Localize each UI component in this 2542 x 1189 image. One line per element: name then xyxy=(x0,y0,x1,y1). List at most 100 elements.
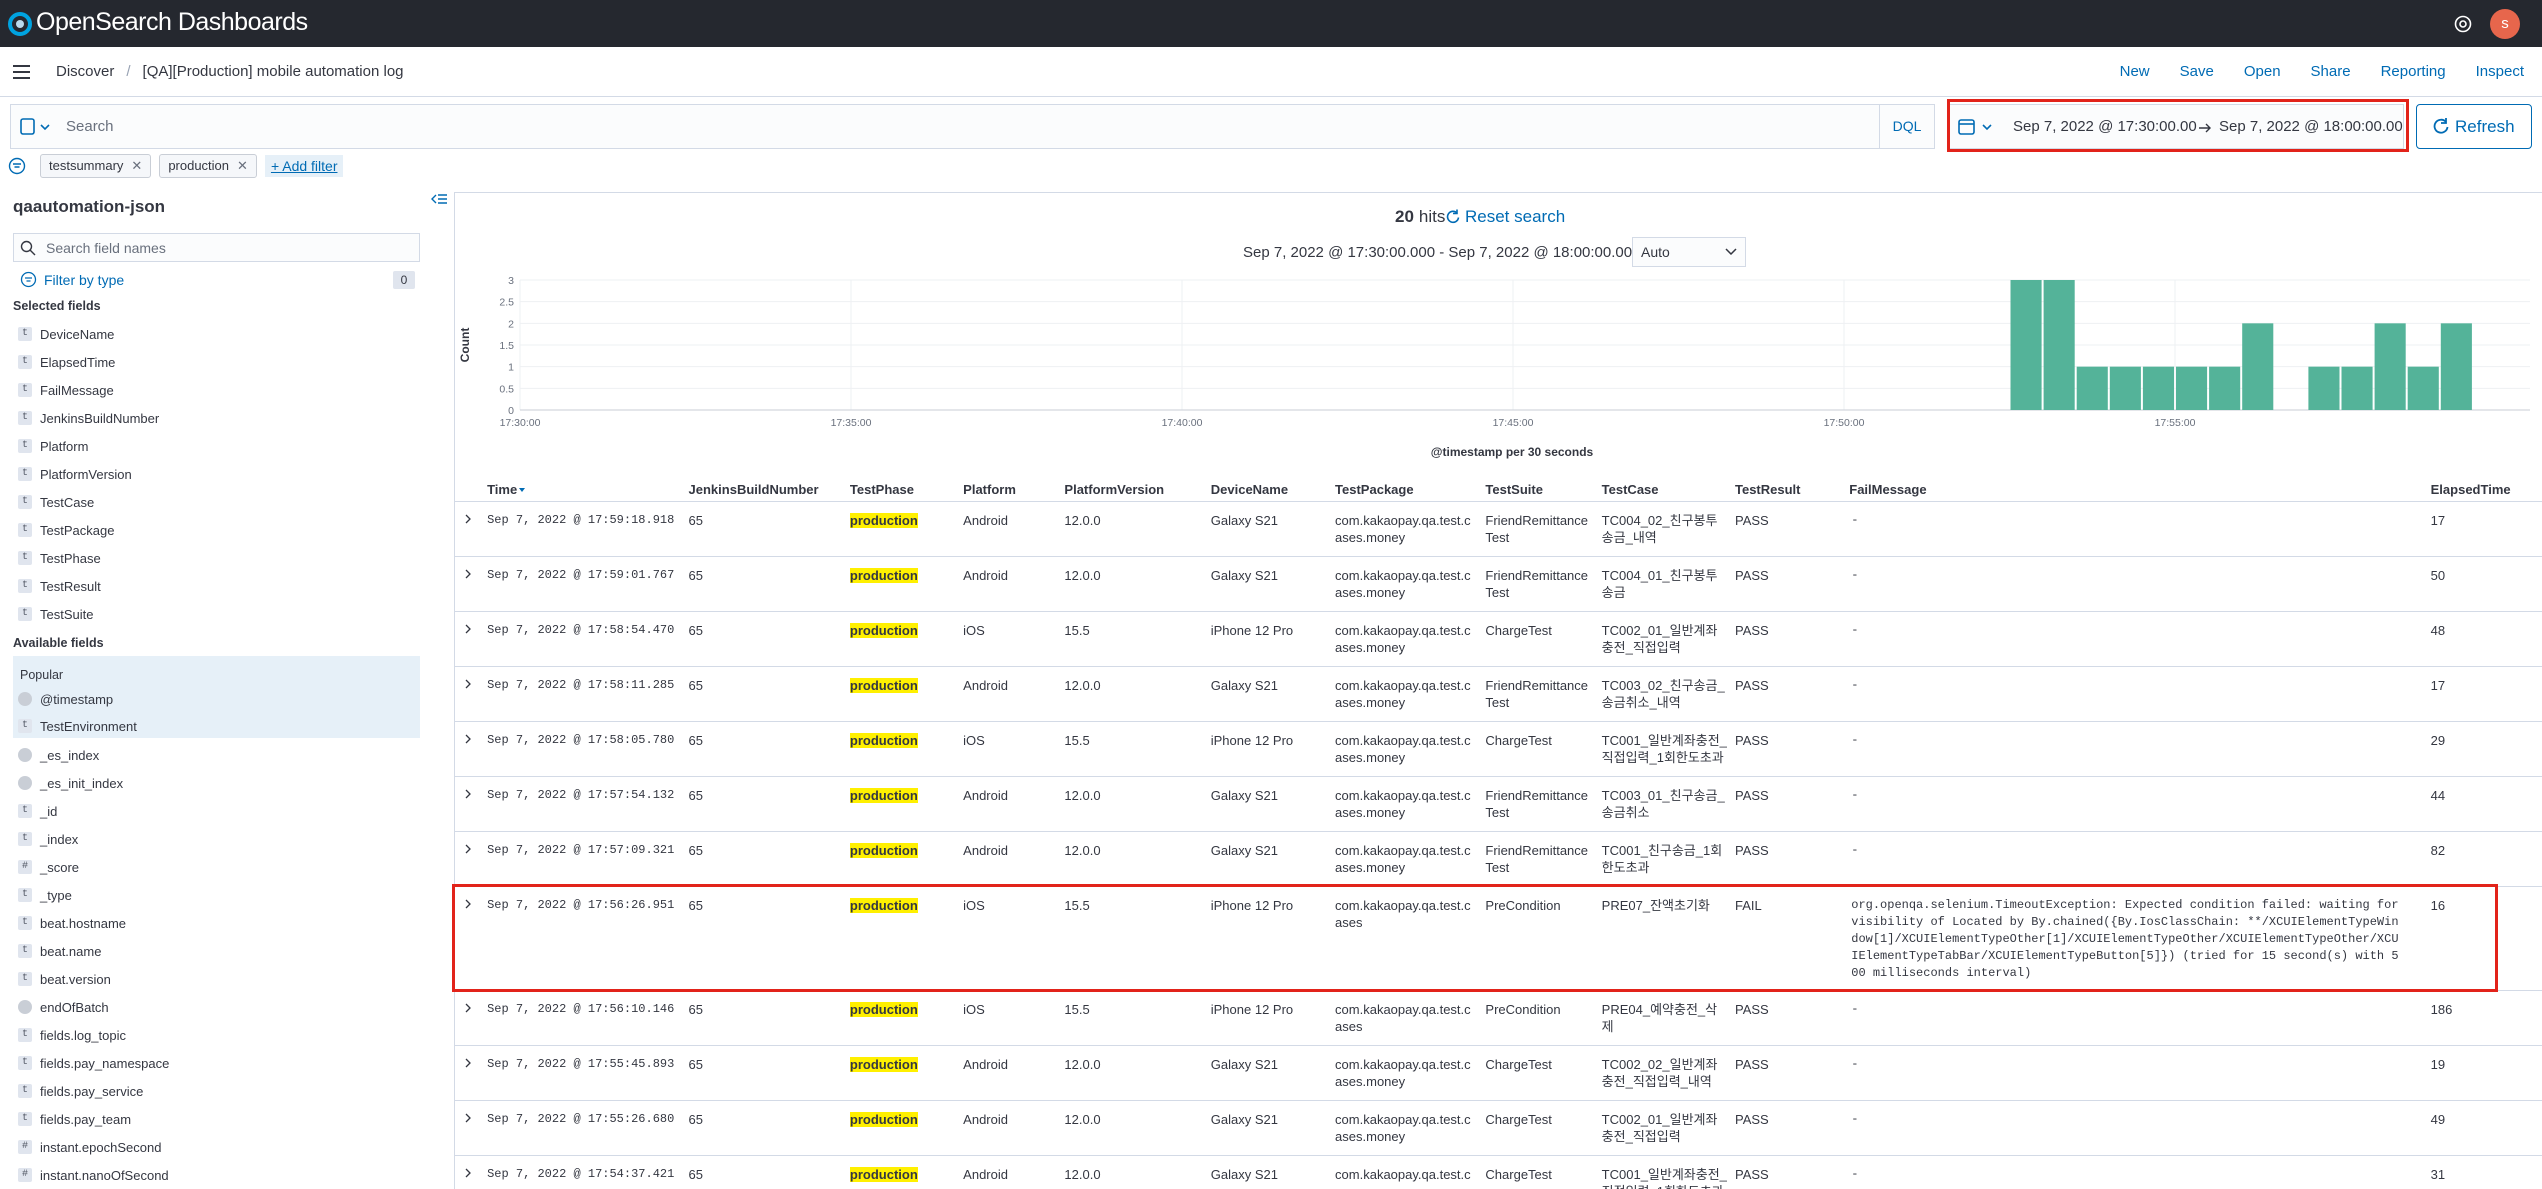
time-start[interactable]: Sep 7, 2022 @ 17:30:00.00 xyxy=(2013,118,2197,135)
field-item[interactable]: @timestamp xyxy=(18,687,113,711)
column-header[interactable]: PlatformVersion xyxy=(1064,471,1211,502)
field-item[interactable]: t _index xyxy=(18,827,78,851)
bar[interactable] xyxy=(2440,323,2472,410)
field-item[interactable]: # instant.nanoOfSecond xyxy=(18,1163,169,1187)
column-header[interactable]: TestPhase xyxy=(849,471,964,502)
field-search[interactable]: Search field names xyxy=(13,233,420,262)
bar[interactable] xyxy=(2242,323,2274,410)
expand-icon[interactable] xyxy=(463,1167,473,1179)
bar[interactable] xyxy=(2010,280,2042,410)
bar[interactable] xyxy=(2176,366,2208,410)
query-bar[interactable]: Search DQL xyxy=(10,104,1935,149)
expand-icon[interactable] xyxy=(463,788,473,800)
collapse-icon[interactable] xyxy=(430,193,448,207)
action-link[interactable]: Open xyxy=(2243,63,2281,80)
action-link[interactable]: Inspect xyxy=(2475,63,2524,80)
field-item[interactable]: t fields.pay_team xyxy=(18,1107,131,1131)
field-item[interactable]: t TestCase xyxy=(18,490,94,514)
bar[interactable] xyxy=(2308,366,2340,410)
column-header[interactable]: ElapsedTime xyxy=(2430,471,2542,502)
filter-icon[interactable] xyxy=(8,157,26,175)
field-item[interactable]: # instant.epochSecond xyxy=(18,1135,161,1159)
field-item[interactable]: t Platform xyxy=(18,434,88,458)
bar[interactable] xyxy=(2209,366,2241,410)
field-item[interactable]: t fields.log_topic xyxy=(18,1023,126,1047)
field-item[interactable]: t _type xyxy=(18,883,72,907)
expand-icon[interactable] xyxy=(463,513,473,525)
table-cell: Android xyxy=(963,776,1065,832)
remove-icon[interactable]: ✕ xyxy=(131,158,143,173)
field-item[interactable]: t PlatformVersion xyxy=(18,462,132,486)
expand-icon[interactable] xyxy=(463,898,473,910)
column-header[interactable]: TestPackage xyxy=(1335,471,1486,502)
sort-icon[interactable] xyxy=(517,486,527,494)
bar[interactable] xyxy=(2076,366,2108,410)
action-link[interactable]: Reporting xyxy=(2380,63,2446,80)
expand-icon[interactable] xyxy=(463,1057,473,1069)
add-filter[interactable]: + Add filter xyxy=(264,155,344,177)
column-header[interactable]: TestSuite xyxy=(1485,471,1602,502)
bar[interactable] xyxy=(2043,280,2075,410)
field-item[interactable]: t TestSuite xyxy=(18,602,93,626)
column-header[interactable]: TestCase xyxy=(1601,471,1735,502)
phase-highlight: production xyxy=(849,567,918,583)
field-item[interactable]: t FailMessage xyxy=(18,378,114,402)
expand-icon[interactable] xyxy=(463,623,473,635)
field-item[interactable]: t TestPhase xyxy=(18,546,101,570)
field-item[interactable]: t DeviceName xyxy=(18,322,114,346)
expand-icon[interactable] xyxy=(463,733,473,745)
column-header[interactable]: Time xyxy=(487,471,689,502)
interval-select[interactable]: Auto xyxy=(1632,237,1746,267)
reset-search[interactable]: Reset search xyxy=(1465,207,1566,226)
menu-icon[interactable] xyxy=(12,64,32,80)
column-header[interactable]: FailMessage xyxy=(1849,471,2431,502)
field-item[interactable]: t beat.name xyxy=(18,939,101,963)
field-item[interactable]: t JenkinsBuildNumber xyxy=(18,406,159,430)
field-item[interactable]: t beat.hostname xyxy=(18,911,126,935)
expand-icon[interactable] xyxy=(463,1002,473,1014)
field-item[interactable]: t fields.pay_service xyxy=(18,1079,143,1103)
time-picker[interactable]: Sep 7, 2022 @ 17:30:00.00 Sep 7, 2022 @ … xyxy=(1948,104,2404,149)
bar[interactable] xyxy=(2374,323,2406,410)
action-link[interactable]: Save xyxy=(2179,63,2214,80)
action-link[interactable]: Share xyxy=(2310,63,2351,80)
filter-pill[interactable]: production ✕ xyxy=(159,154,257,178)
dql-toggle[interactable]: DQL xyxy=(1879,105,1934,148)
avatar[interactable]: s xyxy=(2490,9,2520,39)
expand-icon[interactable] xyxy=(463,678,473,690)
expand-icon[interactable] xyxy=(463,843,473,855)
field-item[interactable]: endOfBatch xyxy=(18,995,109,1019)
index-pattern[interactable]: qaautomation-json xyxy=(13,197,166,216)
bar[interactable] xyxy=(2341,366,2373,410)
field-item[interactable]: t beat.version xyxy=(18,967,111,991)
field-item[interactable]: _es_init_index xyxy=(18,771,123,795)
breadcrumb[interactable]: Discover xyxy=(56,63,115,80)
remove-icon[interactable]: ✕ xyxy=(237,158,248,173)
calendar-icon[interactable] xyxy=(1957,117,2001,137)
field-item[interactable]: t ElapsedTime xyxy=(18,350,115,374)
field-item[interactable]: t TestResult xyxy=(18,574,101,598)
bar[interactable] xyxy=(2142,366,2174,410)
field-item[interactable]: t TestEnvironment xyxy=(18,714,137,738)
logo[interactable]: OpenSearch Dashboards xyxy=(36,8,308,36)
filter-by-type[interactable]: Filter by type xyxy=(44,272,125,288)
action-link[interactable]: New xyxy=(2119,63,2150,80)
bar[interactable] xyxy=(2109,366,2141,410)
help-icon[interactable] xyxy=(2453,14,2473,34)
field-item[interactable]: # _score xyxy=(18,855,79,879)
filter-pill[interactable]: testsummary ✕ xyxy=(40,154,152,178)
refresh-button[interactable]: Refresh xyxy=(2416,104,2532,149)
expand-icon[interactable] xyxy=(463,1112,473,1124)
column-header[interactable]: Platform xyxy=(963,471,1065,502)
field-item[interactable]: t fields.pay_namespace xyxy=(18,1051,169,1075)
column-header[interactable]: JenkinsBuildNumber xyxy=(688,471,850,502)
column-header[interactable]: TestResult xyxy=(1734,471,1850,502)
expand-icon[interactable] xyxy=(463,568,473,580)
bar[interactable] xyxy=(2407,366,2439,410)
field-item[interactable]: t TestPackage xyxy=(18,518,114,542)
time-end[interactable]: Sep 7, 2022 @ 18:00:00.00 xyxy=(2219,118,2403,135)
field-item[interactable]: _es_index xyxy=(18,743,99,767)
saved-query-icon[interactable] xyxy=(19,117,53,137)
column-header[interactable]: DeviceName xyxy=(1210,471,1336,502)
field-item[interactable]: t _id xyxy=(18,799,57,823)
